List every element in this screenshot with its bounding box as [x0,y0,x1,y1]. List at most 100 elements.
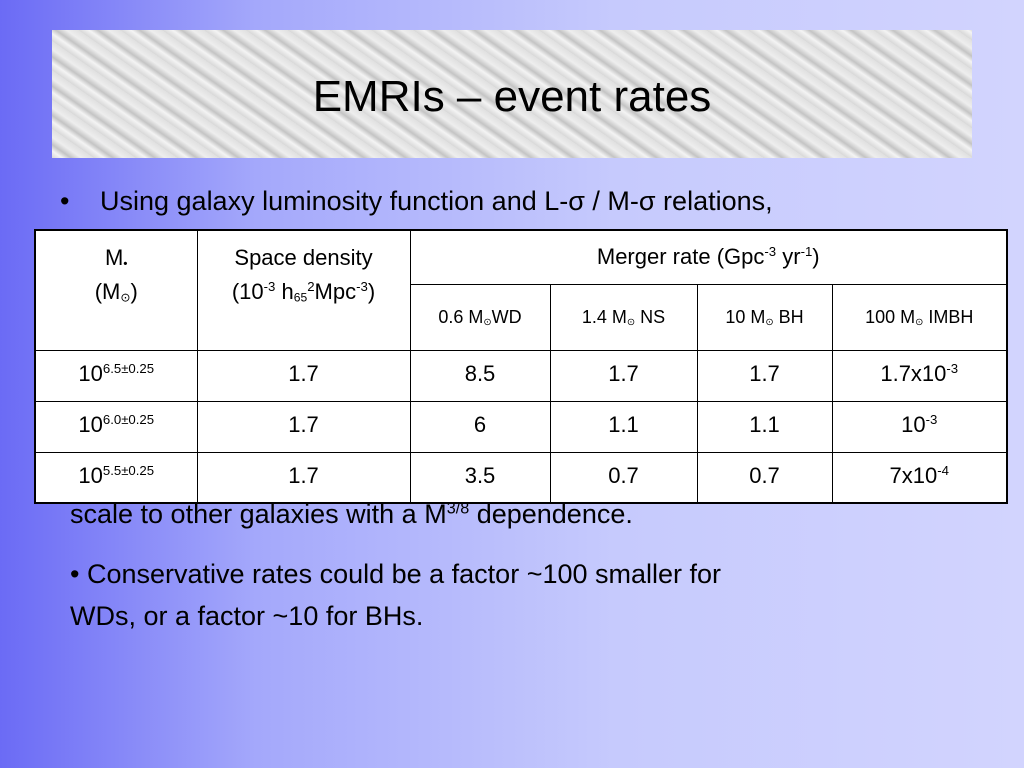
text: 1.7x10 [880,360,947,386]
superscript: -3 [263,279,276,295]
bullet-marker: • [70,559,80,589]
table-cell: 8.5 [409,349,551,402]
table-cell: 1.7 [549,349,698,402]
table-cell: 106.5±0.25 [34,349,198,402]
text: 8.5 [464,360,496,386]
superscript: 5.5±0.25 [102,462,155,478]
text: ) [367,279,376,304]
text: ) [812,244,820,270]
text: 7x10 [889,462,938,488]
title-banner [52,30,972,158]
text: h [275,279,294,304]
text: 10 [78,411,103,437]
table-cell: 106.0±0.25 [34,400,198,453]
text: 1.1 [749,411,780,437]
text: ) [130,279,138,304]
text: 10 [78,360,103,386]
text: Mpc [314,279,357,304]
superscript: 2 [307,279,315,295]
bullet-text: Using galaxy luminosity function and L-σ… [100,186,773,216]
text: dependence. [469,499,633,529]
text: 0.7 [608,462,639,488]
superscript: 3/8 [446,499,470,518]
table-cell: 1.7 [196,349,411,402]
subscript: ⊙ [626,316,636,328]
table-cell: 0.7 [549,451,698,504]
text: NS [635,306,666,327]
text: WD [491,306,522,327]
text: (10 [231,279,264,304]
text: 1.1 [608,411,639,437]
text: 1.7 [608,360,639,386]
superscript: 6.0±0.25 [102,411,155,427]
header-cell: 100 M⊙ IMBH [831,283,1008,351]
superscript: -4 [937,462,949,478]
text: BH [773,306,804,327]
subscript: ⊙ [120,290,131,305]
table-cell: 1.7 [196,400,411,453]
table-cell: 1.7x10-3 [831,349,1008,402]
table-cell: 1.7 [196,451,411,504]
bullet-marker: • [60,186,70,216]
text: 0.6 M [438,306,484,327]
bullet-text: scale to other galaxies with a M3/8 depe… [70,499,633,530]
text: 1.7 [288,462,319,488]
text: 6 [473,411,487,437]
text: Merger rate (Gpc [596,244,765,270]
superscript: -3 [946,360,959,376]
text: 1.7 [749,360,780,386]
text: 0.7 [749,462,780,488]
text: 10 [901,411,926,437]
text: Space density [234,245,373,270]
text: 3.5 [464,462,496,488]
slide-title: EMRIs – event rates [312,72,712,121]
table-row: 106.0±0.25 1.7 6 1.1 1.1 10-3 [34,400,1008,453]
table-cell: 10-3 [831,400,1008,453]
subscript: ⊙ [765,316,774,328]
header-cell: Space density (10-3 h652Mpc-3) [196,229,411,351]
table-cell: 1.1 [696,400,833,453]
text: (M [94,279,121,304]
subscript: • [123,256,128,271]
table-cell: 105.5±0.25 [34,451,198,504]
text: M [104,245,124,270]
text: 10 [78,462,103,488]
text: IMBH [923,306,974,327]
table-cell: 3.5 [409,451,551,504]
text-line: Conservative rates could be a factor ~10… [86,559,722,589]
text: 1.4 M [581,306,627,327]
table-cell: 0.7 [696,451,833,504]
text-line: Space density [198,241,410,275]
text: yr [776,244,801,270]
superscript: -1 [800,244,813,260]
text: 1.7 [288,360,319,386]
text-line: (M⊙) [36,275,197,309]
header-cell: 10 M⊙ BH [696,283,833,351]
header-cell: 0.6 M⊙WD [409,283,551,351]
superscript: 6.5±0.25 [102,360,155,376]
text: 100 M [865,306,916,327]
table-cell: 1.1 [549,400,698,453]
subscript: 65 [293,290,308,305]
superscript: -3 [356,279,368,295]
text-line: M• [36,241,197,275]
text-line: Merger rate (Gpc-3 yr-1) [411,240,1007,274]
bullet-text: • Conservative rates could be a factor ~… [70,559,721,590]
header-cell: M• (M⊙) [34,229,198,351]
text: 10 M [725,306,766,327]
rate-table: M• (M⊙) Space density (10-3 h652Mpc-3) Mer… [34,229,1008,504]
superscript: -3 [764,244,777,260]
text: 1.7 [288,411,319,437]
subscript: ⊙ [915,316,924,328]
text-line: (10-3 h652Mpc-3) [198,275,410,309]
header-cell: Merger rate (Gpc-3 yr-1) [409,229,1008,285]
subscript: ⊙ [483,316,492,328]
text: scale to other galaxies with a M [70,499,447,529]
superscript: -3 [925,411,938,427]
table-row: 105.5±0.25 1.7 3.5 0.7 0.7 7x10-4 [34,451,1008,504]
table-row: 106.5±0.25 1.7 8.5 1.7 1.7 1.7x10-3 [34,349,1008,402]
table-cell: 7x10-4 [831,451,1008,504]
header-cell: 1.4 M⊙ NS [549,283,698,351]
table-cell: 1.7 [696,349,833,402]
